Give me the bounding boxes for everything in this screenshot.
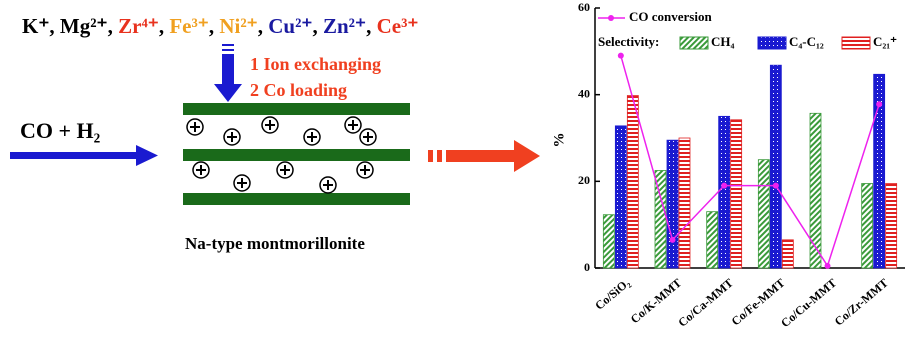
bar: [679, 138, 690, 268]
feed-arrow: [10, 145, 158, 166]
line-point: [618, 53, 624, 59]
clay-layers: [183, 103, 410, 205]
legend-label: CO conversion: [629, 9, 712, 24]
feed-label: CO + H₂: [20, 118, 101, 143]
ion: Mg²⁺: [60, 14, 108, 38]
ion-list: K⁺, Mg²⁺, Zr⁴⁺, Fe³⁺, Ni²⁺, Cu²⁺, Zn²⁺, …: [22, 14, 418, 38]
bar: [782, 240, 793, 268]
result-arrow: [428, 140, 540, 172]
x-tick-label: Co/Zr-MMT: [832, 276, 891, 329]
legend-label: C₄-C₁₂: [789, 34, 824, 49]
bar: [731, 120, 742, 268]
legend-group-label: Selectivity:: [598, 34, 659, 49]
line-point: [825, 263, 831, 269]
ion: Zr⁴⁺: [118, 14, 159, 38]
legend-swatch: [842, 37, 870, 49]
bar: [886, 184, 897, 269]
legend-swatch: [680, 37, 708, 49]
legend-label: C₂₁⁺: [873, 34, 897, 49]
legend-label: CH₄: [711, 34, 735, 49]
y-axis-label: %: [551, 133, 567, 148]
bar: [758, 160, 769, 268]
bar: [615, 126, 626, 268]
x-tick-label: Co/SiO₂: [592, 275, 633, 312]
ion: K⁺: [22, 14, 49, 38]
bar: [667, 140, 678, 268]
line-point: [670, 237, 676, 243]
bar: [707, 212, 718, 268]
step: 1 Ion exchanging: [250, 54, 381, 74]
bar: [719, 116, 730, 268]
y-tick-label: 20: [578, 173, 590, 187]
legend-swatch: [608, 15, 614, 21]
step: 2 Co loading: [250, 80, 347, 100]
y-tick-label: 60: [578, 0, 590, 14]
legend-swatch: [758, 37, 786, 49]
figure: K⁺, Mg²⁺, Zr⁴⁺, Fe³⁺, Ni²⁺, Cu²⁺, Zn²⁺, …: [0, 0, 906, 338]
bar: [770, 65, 781, 268]
bar: [862, 184, 873, 269]
x-tick-label: Co/Cu-MMT: [778, 276, 839, 330]
support-label: Na-type montmorillonite: [185, 234, 365, 253]
bar: [810, 113, 821, 268]
ion: Fe³⁺: [169, 14, 209, 38]
down-arrow: [214, 44, 242, 102]
ion: Ni²⁺: [219, 14, 257, 38]
bar: [627, 96, 638, 268]
line-point: [721, 183, 727, 189]
bar: [603, 215, 614, 268]
ion: Zn²⁺: [323, 14, 366, 38]
x-tick-label: Co/Ca-MMT: [675, 276, 736, 330]
diagram: K⁺, Mg²⁺, Zr⁴⁺, Fe³⁺, Ni²⁺, Cu²⁺, Zn²⁺, …: [10, 14, 540, 253]
line-point: [773, 183, 779, 189]
y-tick-label: 40: [578, 86, 590, 100]
line-point: [876, 101, 882, 107]
chart: 0204060%Co/SiO₂Co/K-MMTCo/Ca-MMTCo/Fe-MM…: [551, 0, 905, 330]
y-tick-label: 0: [584, 260, 590, 274]
ion: Ce³⁺: [377, 14, 419, 38]
ion: Cu²⁺: [268, 14, 312, 38]
